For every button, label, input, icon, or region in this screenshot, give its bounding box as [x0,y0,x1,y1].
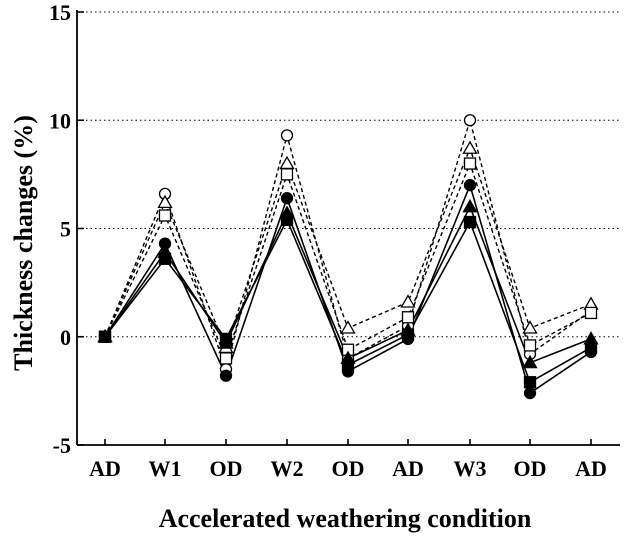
data-point [219,369,233,382]
data-point [219,332,233,346]
data-point [522,320,538,334]
data-point [462,199,478,213]
data-point [463,114,477,127]
data-point [280,129,294,142]
data-point [463,215,477,229]
y-tick-label: 5 [60,217,71,242]
data-point [280,168,294,181]
data-point [523,339,537,352]
data-point [523,386,537,400]
x-tick-label: OD [210,456,243,481]
x-tick-label: W1 [149,456,182,481]
x-tick-label: AD [392,456,424,481]
y-axis-title: Thickness changes (%) [9,115,38,371]
data-point [158,252,172,265]
y-tick-label: -5 [53,433,71,458]
x-tick-label: AD [89,456,121,481]
data-point [279,155,295,170]
x-tick-label: OD [514,456,547,481]
y-tick-label: 10 [49,108,71,133]
series-line-2 [104,161,592,361]
data-point [463,179,477,192]
series-line-1 [104,146,592,350]
data-point [219,352,233,365]
data-point [401,311,415,324]
data-point [280,192,294,205]
data-point [98,330,112,343]
data-point [584,306,598,320]
gridlines [77,11,620,338]
x-tick-label: W2 [271,456,304,481]
x-tick-label: OD [332,456,365,481]
y-ticks: -5 0 5 10 15 [49,0,84,458]
data-point [401,328,415,341]
data-point [522,354,538,369]
data-point [158,209,172,222]
data-point [280,213,294,226]
x-axis-title: Accelerated weathering condition [159,504,532,533]
y-tick-label: 15 [49,0,71,25]
data-point [462,140,478,154]
data-point [523,376,537,389]
data-point [400,294,416,308]
series-group [97,114,599,400]
x-ticks: AD W1 OD W2 OD AD W3 OD AD [89,439,607,481]
data-point [463,157,477,170]
series-line-4 [104,204,592,364]
x-tick-label: AD [575,456,607,481]
data-point [341,358,355,372]
data-point [584,341,598,354]
data-point [340,320,356,334]
x-tick-label: W3 [454,456,487,481]
y-tick-label: 0 [60,325,71,350]
data-point [157,194,173,209]
